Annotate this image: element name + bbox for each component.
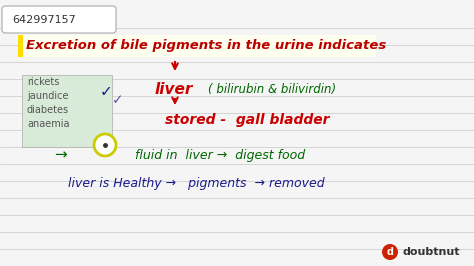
Bar bbox=[18, 35, 376, 57]
Text: rickets: rickets bbox=[27, 77, 59, 87]
Text: Excretion of bile pigments in the urine indicates: Excretion of bile pigments in the urine … bbox=[26, 39, 386, 52]
Circle shape bbox=[94, 134, 116, 156]
Text: doubtnut: doubtnut bbox=[403, 247, 461, 257]
FancyBboxPatch shape bbox=[2, 6, 116, 33]
Text: fluid in  liver →  digest food: fluid in liver → digest food bbox=[135, 148, 305, 161]
Text: ✓: ✓ bbox=[100, 85, 113, 99]
Text: 642997157: 642997157 bbox=[12, 15, 76, 25]
Text: jaundice: jaundice bbox=[27, 91, 69, 101]
Text: anaemia: anaemia bbox=[27, 119, 70, 129]
Text: ( bilirubin & bilivirdin): ( bilirubin & bilivirdin) bbox=[208, 84, 336, 97]
Text: stored -  gall bladder: stored - gall bladder bbox=[165, 113, 329, 127]
Text: ✓: ✓ bbox=[112, 93, 124, 107]
Text: liver is Healthy →   pigments  → removed: liver is Healthy → pigments → removed bbox=[68, 177, 325, 189]
Text: diabetes: diabetes bbox=[27, 105, 69, 115]
Circle shape bbox=[382, 244, 398, 260]
Bar bbox=[18, 35, 23, 57]
Text: →: → bbox=[54, 148, 67, 163]
Text: liver: liver bbox=[155, 82, 193, 98]
Bar bbox=[22, 75, 112, 147]
Text: d: d bbox=[386, 247, 393, 257]
